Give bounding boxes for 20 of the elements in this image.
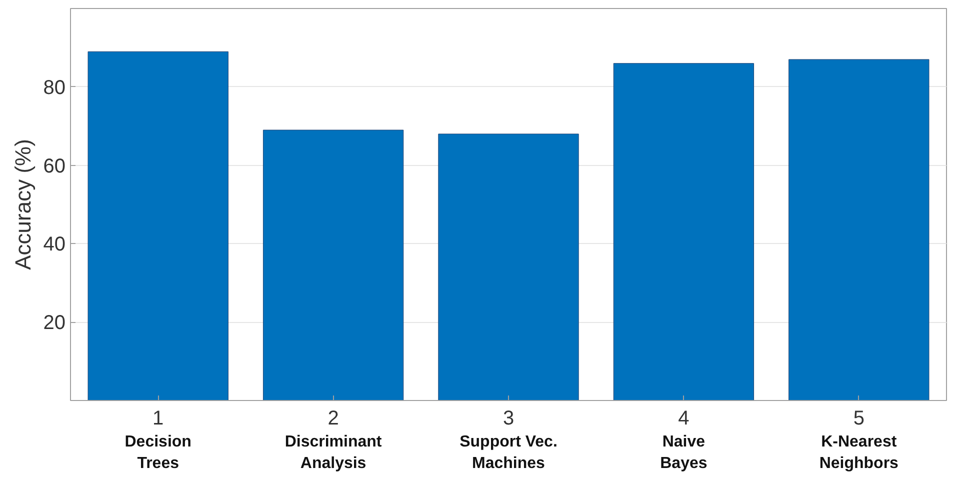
x-tick-label: 5 bbox=[853, 408, 864, 430]
text: K-Nearest Neighbors bbox=[819, 434, 899, 472]
text: Support Vec. Machines bbox=[460, 434, 558, 472]
y-tick-label: 20 bbox=[43, 312, 66, 334]
bar bbox=[88, 51, 228, 400]
x-tick-label: 3 bbox=[502, 408, 514, 430]
bar bbox=[262, 130, 404, 400]
bar bbox=[438, 134, 579, 400]
y-axis-title: Accuracy (%) bbox=[10, 139, 36, 270]
bar bbox=[613, 63, 754, 400]
text: Decision Trees bbox=[124, 434, 192, 472]
y-tick-label: 80 bbox=[43, 76, 66, 99]
y-tick-label: 40 bbox=[43, 234, 66, 256]
x-tick-label: 4 bbox=[678, 408, 690, 430]
x-tick-label: 1 bbox=[152, 408, 164, 430]
text: Naive Bayes bbox=[660, 434, 708, 472]
x-tick-label: 2 bbox=[328, 408, 339, 430]
text: Discriminant Analysis bbox=[284, 434, 382, 472]
y-tick-label: 60 bbox=[43, 155, 66, 178]
bar bbox=[788, 59, 930, 400]
